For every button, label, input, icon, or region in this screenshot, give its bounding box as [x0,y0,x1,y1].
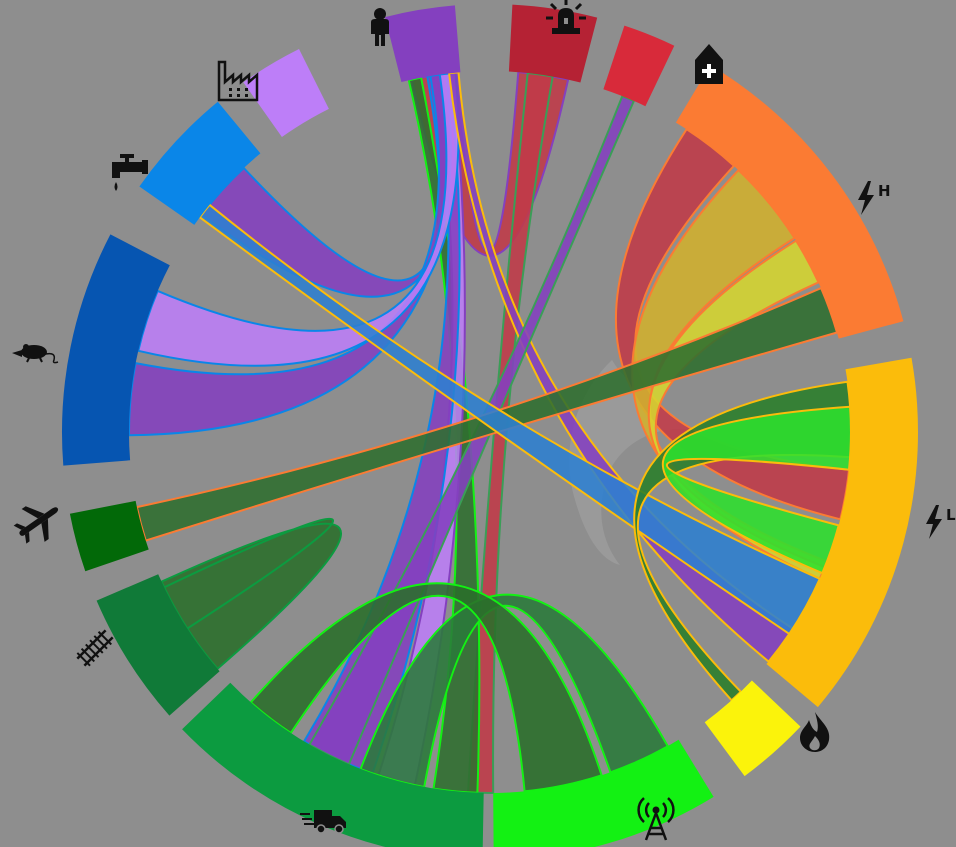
sector-waste [61,234,170,466]
rat-icon [12,344,59,364]
sector-air [69,500,149,572]
flame-icon [800,712,830,752]
airplane-icon [13,506,59,544]
power-high-label: H [878,182,891,200]
sector-power-low [766,357,919,708]
sector-gas [704,680,801,777]
sector-rail [96,574,220,716]
truck-icon [300,810,346,834]
antenna-icon [637,797,675,841]
person-icon [371,8,389,46]
tap-icon [112,154,148,191]
power-low-label: L [946,506,956,524]
hospital-icon [695,44,723,84]
ribbons-layer [127,71,852,795]
railway-icon [76,629,114,667]
siren-icon [546,0,586,34]
sector-industry [243,49,329,137]
sector-power-high [675,65,904,339]
ribbon-18 [249,582,603,793]
sector-population [385,5,461,82]
sector-icons-layer: H L [12,0,956,841]
sector-road [182,682,484,847]
factory-icon [217,60,259,102]
sector-water [139,101,261,225]
ribbon-19 [160,517,342,671]
ribbon-16 [662,405,852,575]
sector-emergency [508,4,598,83]
lightning-l-icon: L [926,505,956,539]
lightning-h-icon: H [858,181,891,215]
sector-health [603,25,675,107]
ribbon-7 [137,71,460,367]
